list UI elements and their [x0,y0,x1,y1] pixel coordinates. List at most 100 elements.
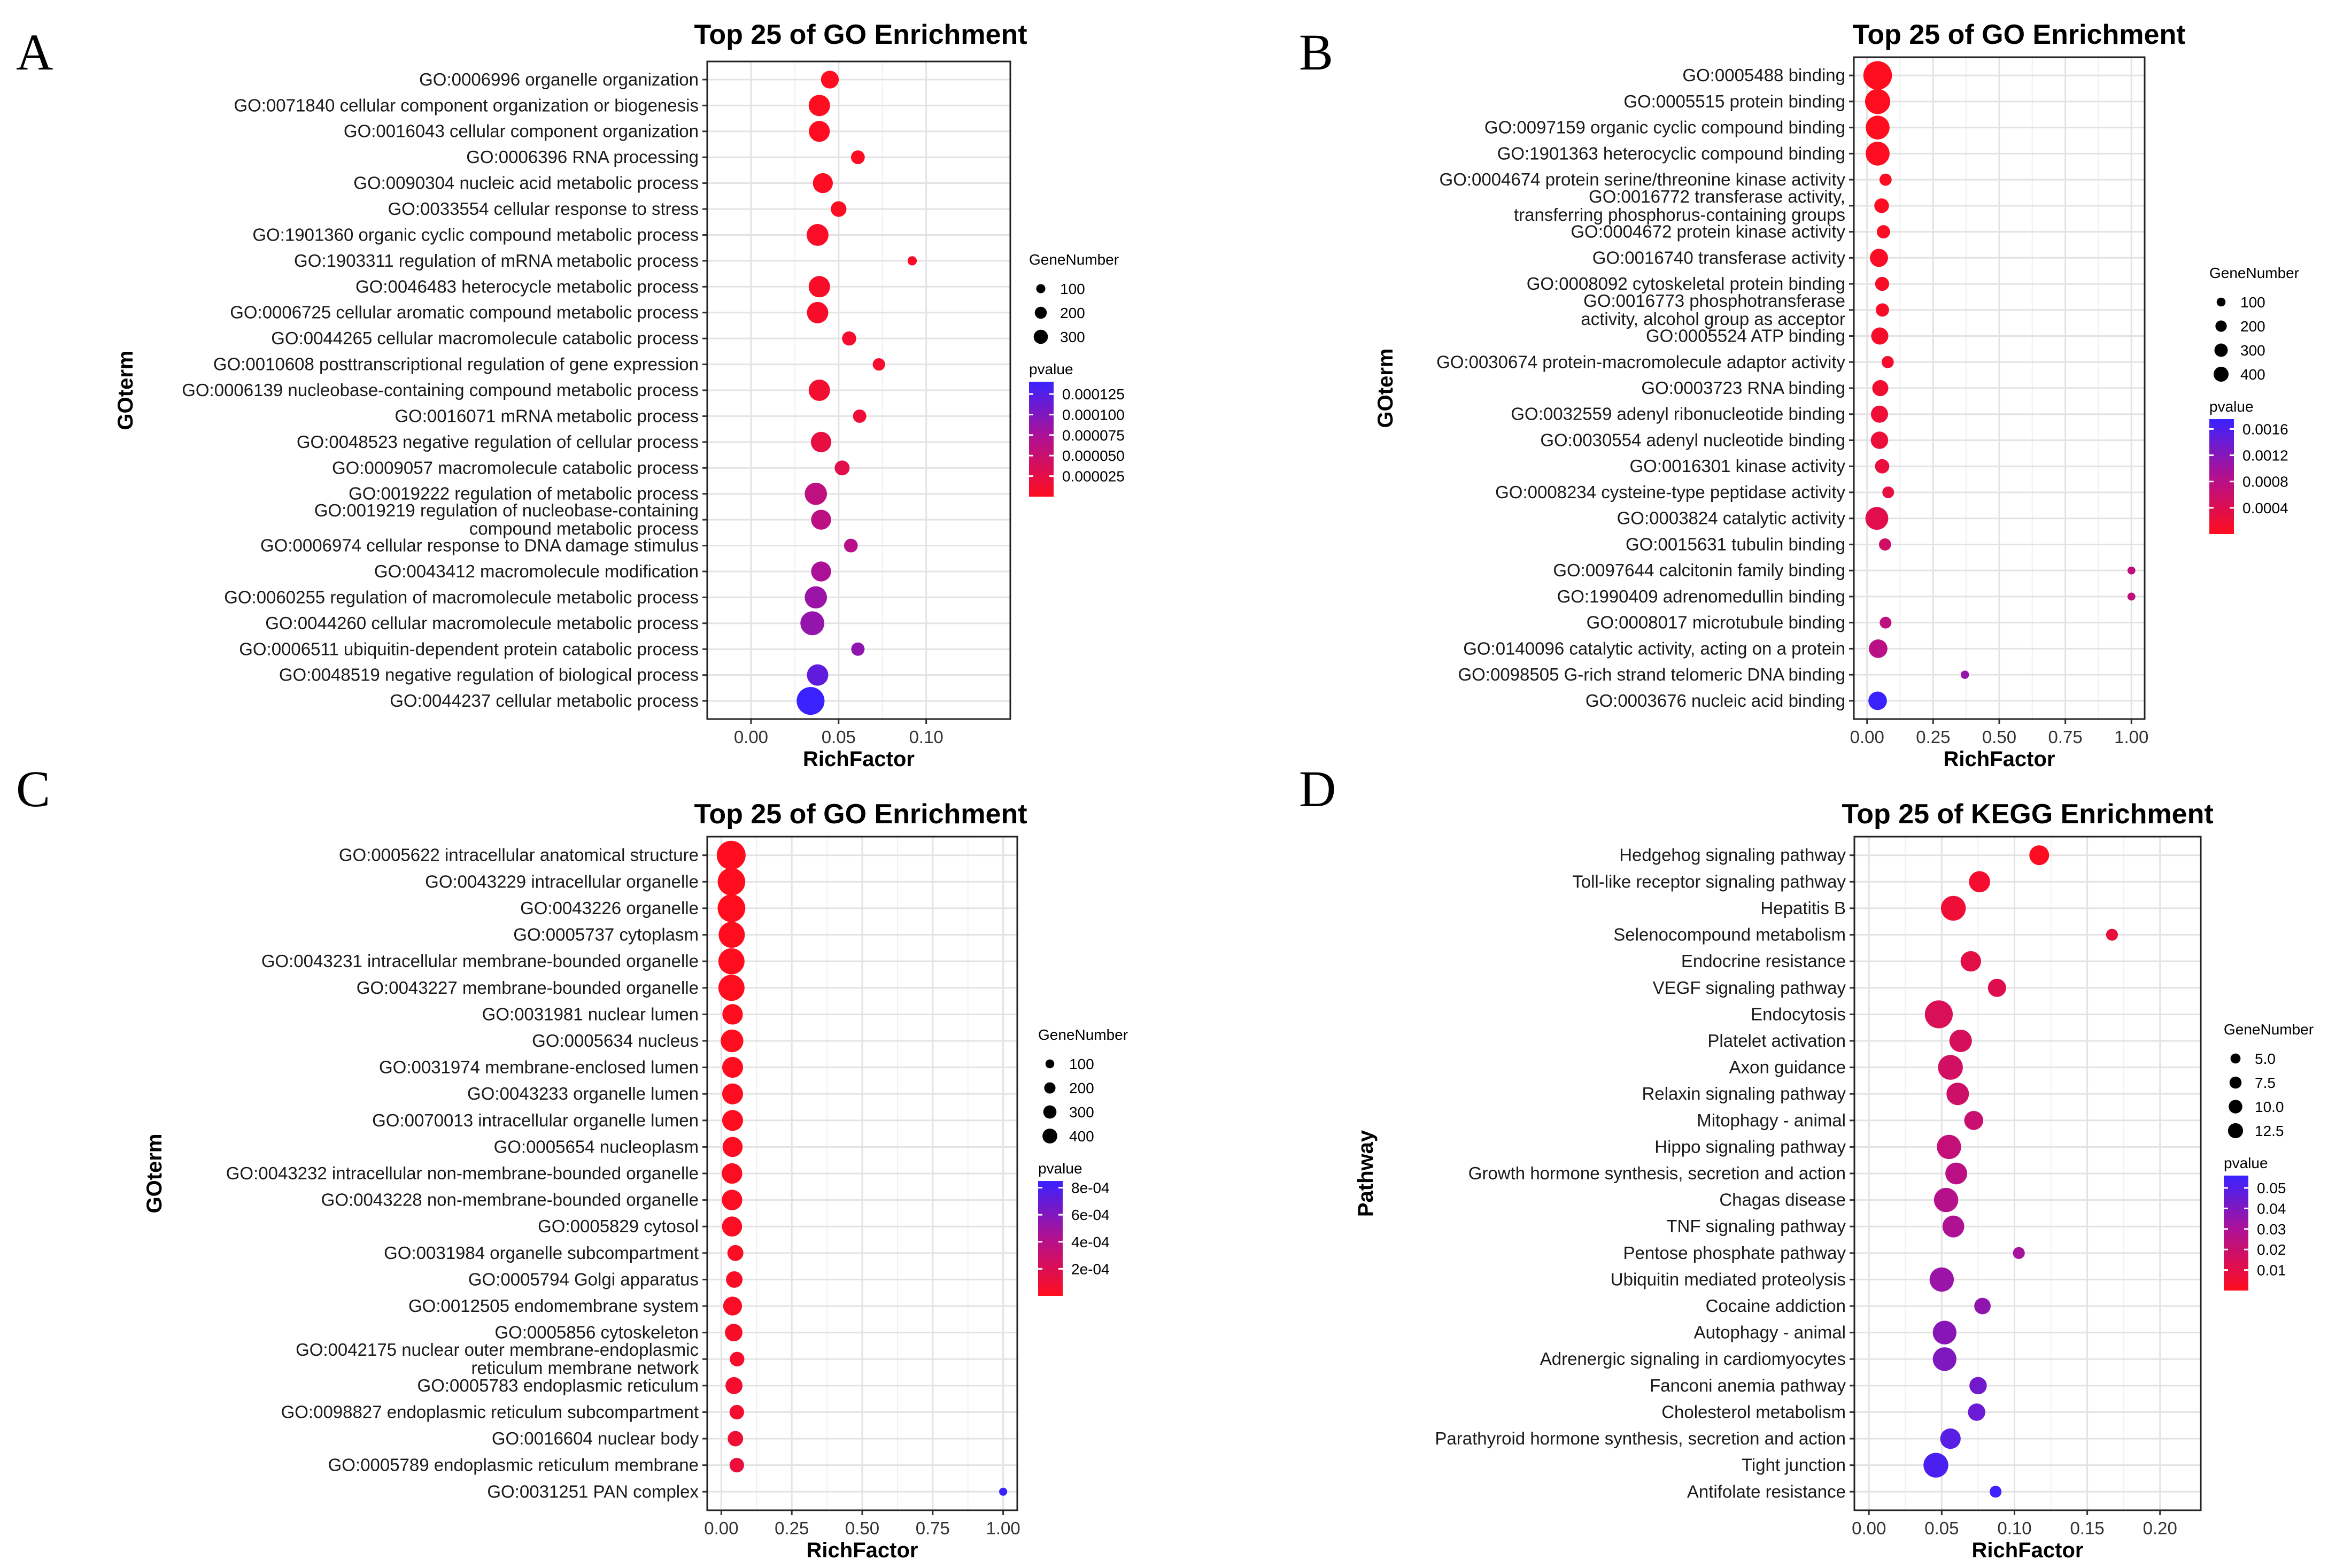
y-tick-label: GO:0009057 macromolecule catabolic proce… [332,458,699,477]
data-point [999,1487,1008,1496]
data-point [907,256,917,266]
y-tick-label: Tight junction [1742,1455,1846,1475]
y-tick-label: GO:0031981 nuclear lumen [482,1004,699,1024]
size-legend-label: 100 [2240,294,2265,311]
size-legend-key [2230,1053,2241,1064]
y-tick-label: GO:0043229 intracellular organelle [425,871,699,891]
y-tick-label: GO:0005737 cytoplasm [513,925,699,945]
data-point [1876,225,1890,239]
y-tick-labels: GO:0005488 binding GO:0005515 protein bin… [1436,65,1854,710]
data-point [1949,1029,1972,1052]
color-legend-label: 0.04 [2257,1200,2286,1217]
data-point [851,642,865,656]
y-tick-label: TNF signaling pathway [1666,1216,1846,1236]
gridlines [1854,57,2145,719]
size-legend-label: 200 [1060,305,1085,321]
color-legend-title: pvalue [2209,398,2254,415]
data-point [811,509,831,530]
data-point [1932,1347,1956,1371]
y-tick-label: GO:0090304 nucleic acid metabolic proces… [353,173,699,193]
y-tick-labels: Hedgehog signaling pathway Toll-like rece… [1435,845,1854,1501]
data-point [807,224,829,246]
size-legend-label: 7.5 [2255,1075,2276,1091]
x-tick-label: 0.00 [1850,727,1884,747]
data-point [1880,616,1892,629]
data-point [1872,380,1889,397]
y-tick-label: GO:0042175 nuclear outer membrane-endopl… [296,1340,699,1378]
panel-a: A Top 25 of GO Enrichment GO:0006996 organ… [16,19,1125,771]
y-tick-label: GO:0005488 binding [1682,65,1845,85]
size-legend-key [2228,1123,2244,1139]
color-legend-label: 0.000075 [1062,427,1125,444]
y-tick-label: GO:0140096 catalytic activity, acting on… [1463,638,1845,658]
size-legend: GeneNumber 100 200 300 400 [1038,1026,1128,1145]
data-point [725,1324,743,1342]
y-tick-label: GO:0098827 endoplasmic reticulum subcomp… [281,1402,699,1422]
y-tick-label: Axon guidance [1729,1057,1846,1077]
color-legend-title: pvalue [2224,1155,2268,1171]
y-tick-label: GO:0008234 cysteine-type peptidase activ… [1495,482,1845,502]
data-point [1940,1428,1961,1449]
size-legend-title: GeneNumber [2209,265,2299,281]
data-point [722,1057,743,1078]
size-legend-key [2216,297,2226,307]
data-point [727,1245,744,1261]
x-ticks: 0.00 0.25 0.50 0.75 1.00 [704,1510,1020,1538]
color-legend-label: 8e-04 [1071,1180,1110,1196]
chart-title: Top 25 of GO Enrichment [1852,19,2185,50]
y-tick-label: GO:0005634 nucleus [532,1031,699,1051]
color-legend-label: 0.000050 [1062,447,1125,464]
y-tick-label: GO:0097644 calcitonin family binding [1553,560,1845,580]
y-tick-label: Antifolate resistance [1687,1481,1846,1501]
x-tick-label: 0.15 [2070,1518,2105,1538]
x-axis-title: RichFactor [803,747,915,771]
data-point [1964,1111,1984,1130]
color-legend-label: 4e-04 [1071,1234,1110,1250]
data-point [1870,249,1888,267]
y-tick-label: GO:0098505 G-rich strand telomeric DNA b… [1458,665,1845,684]
size-legend-title: GeneNumber [1029,251,1119,268]
size-legend-key [1044,1082,1056,1094]
data-point [722,1137,743,1157]
data-point [1878,538,1891,551]
y-tick-label: GO:0043227 membrane-bounded organelle [357,978,699,998]
data-point [1945,1162,1968,1185]
size-legend-title: GeneNumber [2224,1021,2314,1038]
y-tick-label: GO:0031974 membrane-enclosed lumen [379,1057,699,1077]
size-legend-key [1042,1129,1057,1144]
y-tick-label: GO:0006139 nucleobase-containing compoun… [182,380,699,400]
y-tick-label: Hedgehog signaling pathway [1619,845,1846,865]
y-tick-label: Autophagy - animal [1694,1323,1846,1342]
data-point [1881,356,1894,368]
y-tick-label: GO:0030674 protein-macromolecule adaptor… [1436,352,1845,372]
data-point [716,840,746,870]
data-point [1938,1055,1963,1080]
data-point [1865,89,1891,114]
data-point [821,71,839,89]
y-tick-label: GO:0003723 RNA binding [1641,378,1845,398]
size-legend: GeneNumber 100 200 300 400 [2209,265,2299,383]
data-point [2127,566,2136,575]
color-legend-bar [2209,419,2234,534]
data-point [853,409,867,423]
size-legend-key [1043,1105,1057,1119]
y-tick-label: GO:0030554 adenyl nucleotide binding [1540,430,1845,450]
y-tick-label: GO:0043232 intracellular non-membrane-bo… [226,1163,699,1183]
y-tick-labels: GO:0005622 intracellular anatomical stru… [226,845,707,1501]
data-points [796,71,917,715]
x-tick-label: 0.00 [734,727,768,747]
data-point [722,1083,743,1104]
data-point [717,868,746,896]
plot-frame [1853,836,2202,1511]
data-point [723,1296,743,1316]
y-tick-label: GO:0005794 Golgi apparatus [468,1269,699,1289]
size-legend-label: 5.0 [2255,1051,2276,1067]
data-point [1866,115,1890,140]
data-point [722,1110,743,1131]
data-point [718,948,745,975]
size-legend-label: 200 [1069,1080,1094,1096]
size-legend-key [1034,306,1047,319]
y-tick-label: GO:0033554 cellular response to stress [388,199,699,219]
data-point [1870,431,1889,449]
